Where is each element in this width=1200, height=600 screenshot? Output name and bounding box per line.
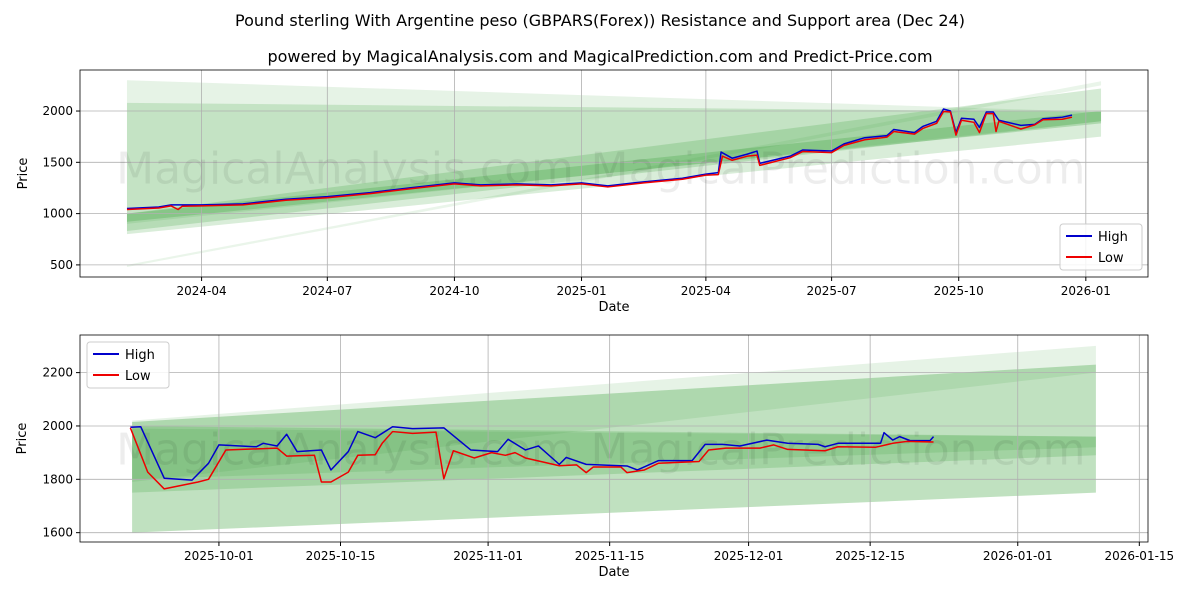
y-tick-label: 2000 (42, 419, 73, 433)
x-tick-label: 2025-04 (681, 284, 731, 298)
support-resistance-band (126, 80, 1102, 224)
x-tick-label: 2025-10-15 (306, 549, 376, 563)
x-tick-label: 2026-01 (1061, 284, 1111, 298)
series-line-low (129, 427, 934, 490)
series-line-high (126, 108, 1073, 210)
x-tick-label: 2024-10 (429, 284, 479, 298)
y-axis-label: Price (15, 423, 30, 455)
x-tick-label: 2025-11-15 (575, 549, 645, 563)
x-tick-label: 2025-10 (934, 284, 984, 298)
watermark: MagicalPrediction.com (591, 144, 1086, 195)
y-tick-label: 2000 (42, 104, 73, 118)
support-resistance-band (126, 102, 1102, 235)
x-tick-label: 2024-07 (302, 284, 352, 298)
x-tick-label: 2025-01 (556, 284, 606, 298)
x-tick-label: 2026-01-01 (983, 549, 1053, 563)
y-tick-label: 1800 (42, 472, 73, 486)
x-axis-label: Date (598, 300, 629, 315)
x-tick-label: 2025-11-01 (453, 549, 523, 563)
support-resistance-band (132, 428, 1096, 480)
support-resistance-band (126, 88, 1102, 232)
series-line-low (126, 110, 1073, 211)
watermark: MagicalAnalysis.com (116, 425, 574, 476)
bottom-chart-panel: 2025-10-01 2025-10-15 2025-11-01 2025-11-15… (15, 334, 1174, 580)
y-tick-label: 2200 (42, 366, 73, 380)
y-tick-label: 1000 (42, 207, 73, 221)
chart-subtitle: powered by MagicalAnalysis.com and Magic… (267, 47, 932, 66)
plot-frame (79, 334, 1149, 543)
x-axis-label: Date (598, 565, 629, 580)
legend-label-high: High (125, 348, 155, 363)
legend-label-low: Low (1098, 251, 1124, 266)
x-tick-label: 2025-12-15 (835, 549, 905, 563)
y-tick-label: 1600 (42, 526, 73, 540)
top-chart-panel: 2024-04 2024-07 2024-10 2025-01 2025-04 2025-… (16, 69, 1149, 315)
series-line-high (130, 426, 935, 481)
watermark: MagicalAnalysis.com (116, 144, 574, 195)
x-tick-label: 2024-04 (177, 284, 227, 298)
x-tick-label: 2026-01-15 (1104, 549, 1174, 563)
x-tick-label: 2025-12-01 (714, 549, 784, 563)
plot-frame (79, 69, 1149, 278)
legend-label-low: Low (125, 369, 151, 384)
support-resistance-band (132, 345, 1096, 482)
chart-title: Pound sterling With Argentine peso (GBPA… (235, 11, 965, 30)
x-tick-label: 2025-10-01 (184, 549, 254, 563)
y-tick-label: 1500 (42, 155, 73, 169)
legend-label-high: High (1098, 230, 1128, 245)
x-tick-label: 2025-07 (807, 284, 857, 298)
support-resistance-band (132, 364, 1096, 533)
support-resistance-band (126, 81, 1102, 267)
y-axis-label: Price (16, 158, 31, 190)
y-tick-label: 500 (50, 258, 73, 272)
watermark: MagicalPrediction.com (591, 425, 1086, 476)
